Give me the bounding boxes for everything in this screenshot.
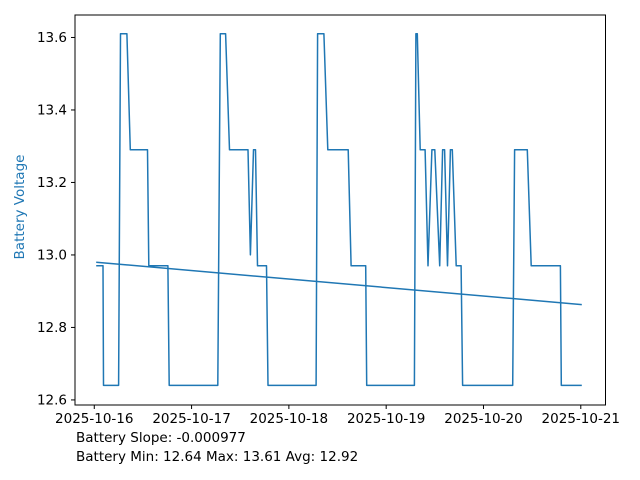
stats-slope-text: Battery Slope: -0.000977 bbox=[76, 430, 246, 446]
stats-minmax-text: Battery Min: 12.64 Max: 13.61 Avg: 12.92 bbox=[76, 449, 359, 465]
x-tick-label: 2025-10-21 bbox=[542, 411, 620, 427]
x-tick-label: 2025-10-19 bbox=[347, 411, 425, 427]
x-tick-label: 2025-10-20 bbox=[444, 411, 522, 427]
y-tick-label: 13.2 bbox=[37, 175, 67, 191]
trend-line bbox=[96, 261, 582, 306]
y-tick-label: 13.0 bbox=[37, 247, 67, 263]
y-axis-label: Battery Voltage bbox=[12, 154, 28, 260]
y-tick-label: 13.6 bbox=[37, 30, 67, 46]
y-tick-label: 12.6 bbox=[37, 392, 67, 408]
y-tick-label: 13.4 bbox=[37, 102, 67, 118]
x-tick-label: 2025-10-17 bbox=[152, 411, 230, 427]
x-tick-label: 2025-10-16 bbox=[55, 411, 133, 427]
x-tick-label: 2025-10-18 bbox=[250, 411, 328, 427]
battery-voltage-line bbox=[96, 33, 582, 387]
y-tick-label: 12.8 bbox=[37, 320, 67, 336]
plot-border bbox=[74, 14, 606, 406]
